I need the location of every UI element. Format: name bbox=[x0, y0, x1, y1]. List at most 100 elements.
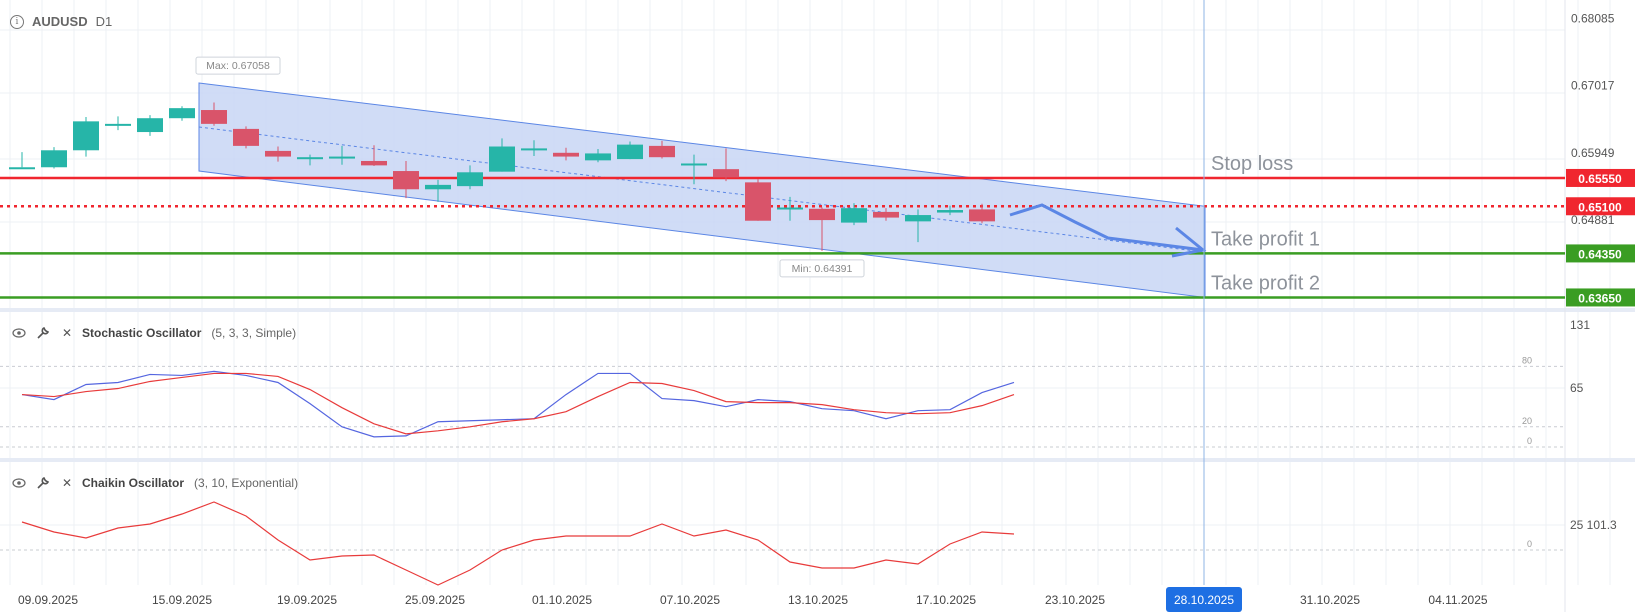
stoch-level-label: 80 bbox=[1522, 355, 1532, 365]
price-tag-tp1 bbox=[1566, 244, 1635, 263]
stoch-y-tick: 131 bbox=[1570, 318, 1590, 332]
candle bbox=[137, 115, 163, 136]
candle bbox=[9, 152, 35, 170]
symbol-name: AUDUSD bbox=[32, 14, 88, 29]
candle-body bbox=[297, 157, 323, 160]
x-tick-label: 09.09.2025 bbox=[18, 593, 78, 607]
level-text-stop: Stop loss bbox=[1211, 153, 1293, 175]
candle bbox=[489, 138, 515, 172]
x-tick-label: 17.10.2025 bbox=[916, 593, 976, 607]
max-label: Max: 0.67058 bbox=[206, 60, 270, 72]
wrench-icon[interactable] bbox=[34, 474, 52, 492]
chaikin-level-label: 0 bbox=[1527, 539, 1532, 549]
stoch-k-line bbox=[21, 370, 1015, 438]
pane-separator bbox=[0, 308, 1635, 312]
x-tick-label: 23.10.2025 bbox=[1045, 593, 1105, 607]
candle-body bbox=[777, 207, 803, 210]
forecast-arrow bbox=[1009, 203, 1204, 252]
candle bbox=[201, 102, 227, 126]
pane-separator bbox=[0, 458, 1635, 462]
stochastic-header: ✕ Stochastic Oscillator (5, 3, 3, Simple… bbox=[10, 324, 296, 342]
level-text-tp1: Take profit 1 bbox=[1211, 228, 1320, 250]
stochastic-params: (5, 3, 3, Simple) bbox=[211, 326, 297, 340]
y-tick-label: 0.65949 bbox=[1571, 146, 1615, 160]
candle bbox=[393, 160, 419, 199]
timeframe: D1 bbox=[95, 14, 113, 29]
candle-body bbox=[713, 169, 739, 178]
candle-body bbox=[265, 150, 291, 157]
stoch-d-line bbox=[21, 372, 1015, 435]
candle bbox=[937, 205, 963, 216]
candle bbox=[969, 203, 995, 224]
close-icon[interactable]: ✕ bbox=[61, 326, 73, 340]
regression-channel bbox=[198, 82, 1206, 299]
y-tick-label: 0.67017 bbox=[1571, 79, 1615, 93]
level-text-tp2: Take profit 2 bbox=[1211, 272, 1320, 294]
candle bbox=[169, 106, 195, 121]
candle-body bbox=[457, 172, 483, 187]
candle bbox=[265, 146, 291, 162]
x-tick-label: 07.10.2025 bbox=[660, 593, 720, 607]
candle-body bbox=[425, 184, 451, 190]
candle-body bbox=[489, 146, 515, 172]
candle-body bbox=[937, 210, 963, 213]
chaikin-pane: 0 bbox=[0, 501, 1565, 586]
candle bbox=[681, 154, 707, 185]
candle-body bbox=[873, 211, 899, 218]
candle-body bbox=[681, 163, 707, 166]
candle-body bbox=[105, 123, 131, 126]
candle-body bbox=[41, 150, 67, 168]
price-tag-label: 0.63650 bbox=[1578, 291, 1622, 305]
candle bbox=[809, 207, 835, 251]
candle-body bbox=[73, 121, 99, 151]
price-tag-entry bbox=[1566, 197, 1635, 216]
chaikin-title: Chaikin Oscillator bbox=[82, 476, 185, 490]
candle bbox=[105, 116, 131, 131]
candle-body bbox=[905, 215, 931, 222]
y-tick-label: 0.68085 bbox=[1571, 12, 1615, 26]
price-pane: Stop loss 0.65550 0.65100 Take profit 1 0.64… bbox=[0, 56, 1635, 307]
axes: 0.68085 0.67017 0.65949 0.64881 131 65 25 101.… bbox=[18, 0, 1617, 612]
x-tick-label: 31.10.2025 bbox=[1300, 593, 1360, 607]
x-tick-label: 19.09.2025 bbox=[277, 593, 337, 607]
cursor-date-box bbox=[1166, 587, 1242, 612]
candle bbox=[41, 147, 67, 169]
eye-icon[interactable] bbox=[10, 474, 28, 492]
wrench-icon[interactable] bbox=[34, 324, 52, 342]
stoch-level-label: 0 bbox=[1527, 436, 1532, 446]
chaikin-params: (3, 10, Exponential) bbox=[194, 476, 299, 490]
candle bbox=[617, 141, 643, 160]
info-icon[interactable]: i bbox=[10, 14, 24, 29]
candle-body bbox=[169, 108, 195, 119]
stochastic-title: Stochastic Oscillator bbox=[82, 326, 202, 340]
x-tick-label: 13.10.2025 bbox=[788, 593, 848, 607]
candle-body bbox=[841, 208, 867, 223]
candle-body bbox=[521, 148, 547, 151]
candle bbox=[777, 196, 803, 221]
cursor-date-label: 28.10.2025 bbox=[1174, 593, 1234, 607]
candle bbox=[905, 209, 931, 243]
eye-icon[interactable] bbox=[10, 324, 28, 342]
candle-body bbox=[329, 156, 355, 159]
candle-body bbox=[649, 145, 675, 158]
candle bbox=[361, 145, 387, 167]
x-tick-label: 04.11.2025 bbox=[1428, 593, 1487, 607]
candle-body bbox=[553, 152, 579, 157]
chaikin-line bbox=[21, 501, 1015, 586]
x-tick-label: 01.10.2025 bbox=[532, 593, 592, 607]
candle-body bbox=[809, 208, 835, 221]
candle bbox=[233, 126, 259, 149]
candle-body bbox=[585, 153, 611, 161]
chaikin-header: ✕ Chaikin Oscillator (3, 10, Exponential… bbox=[10, 474, 298, 492]
stochastic-pane: 80 20 0 bbox=[0, 355, 1565, 448]
candle bbox=[649, 140, 675, 159]
candle-body bbox=[201, 110, 227, 124]
close-icon[interactable]: ✕ bbox=[61, 476, 73, 490]
candle bbox=[425, 179, 451, 202]
channel-midline bbox=[198, 126, 1206, 253]
candle-body bbox=[617, 144, 643, 160]
candle bbox=[297, 154, 323, 166]
min-label: Min: 0.64391 bbox=[792, 263, 853, 275]
